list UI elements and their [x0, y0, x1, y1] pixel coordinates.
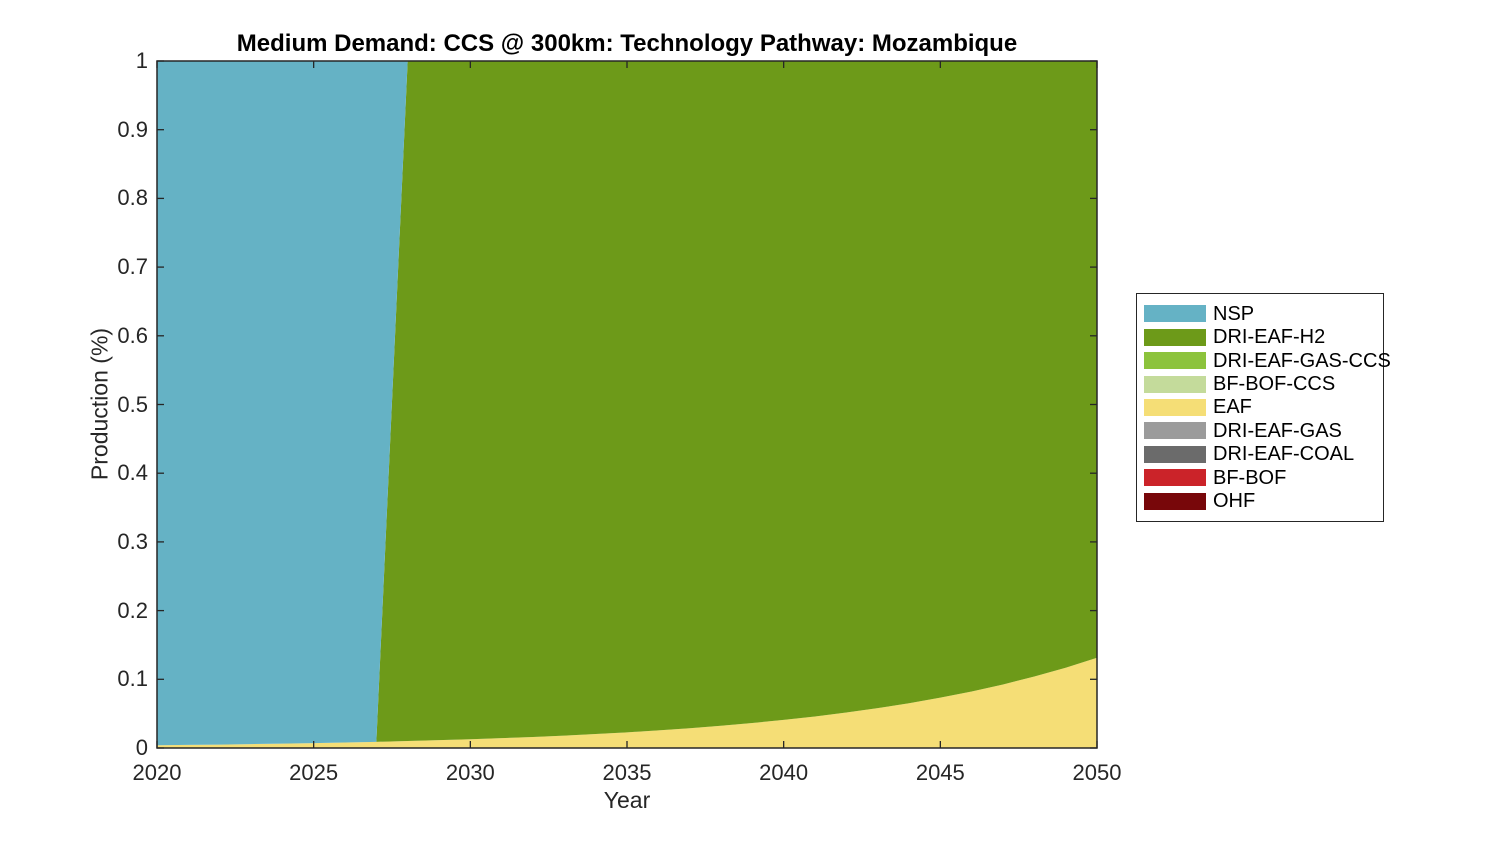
- legend-entry-DRI-EAF-GAS: DRI-EAF-GAS: [1137, 419, 1383, 442]
- legend-entry-DRI-EAF-GAS-CCS: DRI-EAF-GAS-CCS: [1137, 351, 1391, 371]
- y-tick-label: 0.1: [117, 666, 148, 692]
- y-tick-label: 1: [135, 48, 148, 73]
- legend-entry-BF-BOF-CCS: BF-BOF-CCS: [1137, 373, 1383, 396]
- x-tick-label: 2045: [915, 760, 965, 785]
- legend-label: DRI-EAF-GAS-CCS: [1213, 349, 1391, 372]
- chart-title: Medium Demand: CCS @ 300km: Technology P…: [236, 30, 1018, 57]
- legend-entry-OHF: OHF: [1137, 490, 1383, 513]
- legend-entry-BF-BOF: BF-BOF: [1137, 466, 1383, 489]
- legend-label: NSP: [1213, 302, 1255, 325]
- x-tick-label: 2035: [602, 760, 652, 785]
- y-tick-label: 0.7: [117, 254, 148, 280]
- legend-label: EAF: [1213, 396, 1252, 419]
- legend-entry-NSP: NSP: [1137, 302, 1383, 325]
- legend-swatch: [1144, 469, 1206, 487]
- x-tick-label: 2020: [132, 760, 182, 785]
- x-tick-label: 2025: [289, 760, 339, 785]
- legend-entry-DRI-EAF-COAL: DRI-EAF-COAL: [1137, 443, 1383, 466]
- x-tick-label: 2050: [1072, 760, 1122, 785]
- area-DRI-EAF-H2: [157, 61, 1097, 746]
- legend-label: DRI-EAF-H2: [1213, 326, 1326, 349]
- y-tick-label: 0.8: [117, 185, 148, 211]
- legend-swatch: [1144, 305, 1206, 323]
- x-tick-label: 2030: [445, 760, 495, 785]
- legend-swatch: [1144, 492, 1206, 510]
- legend-entry-DRI-EAF-H2: DRI-EAF-H2: [1137, 326, 1383, 349]
- y-tick-label: 0.3: [117, 528, 148, 554]
- legend-swatch: [1144, 445, 1206, 463]
- y-tick-label: 0.6: [117, 322, 148, 348]
- area-EAF: [157, 657, 1097, 748]
- y-tick-label: 0: [135, 735, 148, 760]
- x-axis-label: Year: [603, 787, 651, 813]
- legend-box: NSP DRI-EAF-H2 DRI-EAF-GAS-CCS BF-BOF-CCS EA…: [1136, 293, 1391, 522]
- y-tick-label: 0.5: [117, 391, 148, 417]
- legend-entry-EAF: EAF: [1137, 396, 1383, 419]
- legend-label: OHF: [1213, 490, 1256, 513]
- area-NSP: [157, 61, 1097, 746]
- legend-label: DRI-EAF-GAS: [1213, 419, 1342, 442]
- y-tick-label: 0.9: [117, 116, 148, 142]
- legend-label: BF-BOF: [1213, 466, 1287, 489]
- legend-swatch: [1144, 352, 1206, 370]
- y-tick-label: 0.2: [117, 597, 148, 623]
- legend-label: DRI-EAF-COAL: [1213, 443, 1355, 466]
- x-tick-label: 2040: [759, 760, 809, 785]
- legend-swatch: [1144, 422, 1206, 440]
- y-tick-label: 0.4: [117, 460, 148, 486]
- legend-label: BF-BOF-CCS: [1213, 373, 1336, 396]
- legend-swatch: [1144, 375, 1206, 393]
- legend-swatch: [1144, 328, 1206, 346]
- legend-swatch: [1144, 398, 1206, 416]
